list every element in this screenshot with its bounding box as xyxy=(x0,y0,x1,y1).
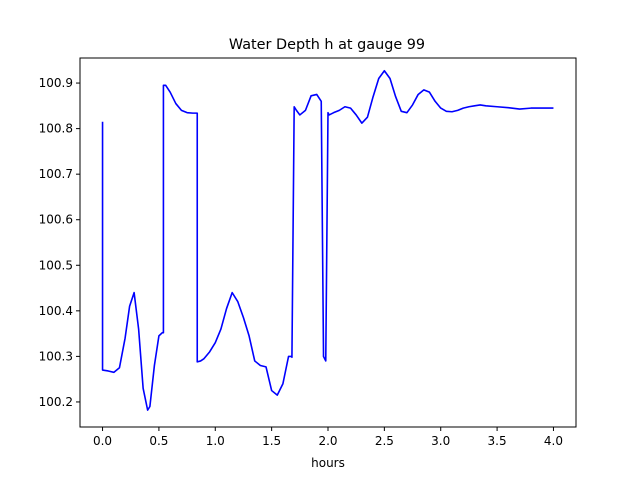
x-tick-label: 1.0 xyxy=(206,434,225,448)
y-tick-label: 100.6 xyxy=(39,213,73,227)
plot-area xyxy=(101,69,554,411)
y-tick-label: 100.2 xyxy=(39,395,73,409)
y-tick-label: 100.7 xyxy=(39,167,73,181)
x-tick-label: 3.5 xyxy=(488,434,507,448)
x-tick-label: 1.5 xyxy=(262,434,281,448)
x-tick-label: 0.0 xyxy=(93,434,112,448)
x-tick-label: 0.5 xyxy=(149,434,168,448)
y-tick-label: 100.3 xyxy=(39,349,73,363)
x-axis-label: hours xyxy=(311,456,345,470)
x-tick-label: 2.5 xyxy=(375,434,394,448)
x-tick-label: 2.0 xyxy=(318,434,337,448)
x-tick-label: 4.0 xyxy=(544,434,563,448)
y-tick-label: 100.9 xyxy=(39,76,73,90)
y-tick-label: 100.4 xyxy=(39,304,73,318)
y-tick-label: 100.8 xyxy=(39,122,73,136)
x-axis: 0.0 0.5 1.0 1.5 2.0 2.5 3.0 3.5 4.0 xyxy=(93,427,563,448)
y-axis: 100.2 100.3 100.4 100.5 100.6 100.7 100.8 100.9 xyxy=(39,76,80,409)
series-line xyxy=(101,69,554,411)
y-tick-label: 100.5 xyxy=(39,258,73,272)
chart-title: Water Depth h at gauge 99 xyxy=(229,37,425,53)
x-tick-label: 3.0 xyxy=(431,434,450,448)
